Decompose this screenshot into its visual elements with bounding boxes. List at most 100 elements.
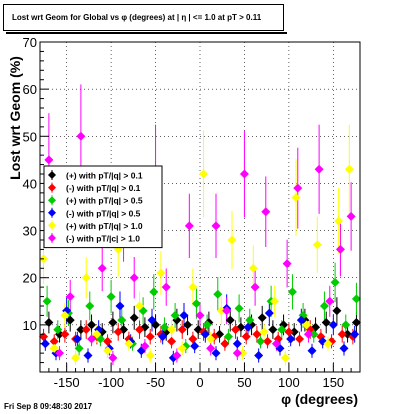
y-tick-label: 60 [23,82,37,97]
timestamp-footer: Fri Sep 8 09:48:30 2017 [4,402,93,411]
data-point [108,318,118,327]
data-point [351,294,361,304]
data-point [103,346,113,356]
data-point [202,320,212,330]
data-point [72,334,82,344]
data-point [282,259,292,269]
legend-marker [48,196,56,205]
data-point [325,296,335,306]
data-point [277,325,287,335]
data-point [234,303,244,313]
data-point [49,336,59,346]
data-point [243,322,253,332]
data-point [225,315,235,325]
data-point [87,320,97,330]
x-tick-label: -150 [54,375,80,390]
data-point [232,339,242,349]
data-point [42,296,52,306]
data-point [312,240,322,250]
data-point [81,325,91,335]
data-point [264,308,274,318]
data-point [179,310,189,320]
data-point [53,325,63,335]
data-point [55,348,65,358]
data-point [113,327,123,337]
data-point [302,320,312,330]
legend-box [43,165,163,249]
data-point [190,341,200,351]
data-point [177,325,187,335]
data-point [167,325,177,335]
data-point [227,235,237,245]
data-point [271,339,281,349]
legend-marker [48,208,56,217]
data-point [252,329,262,339]
data-point [85,301,95,311]
data-point [40,339,50,349]
data-point [65,315,75,325]
data-point [124,339,134,349]
data-point [74,343,84,353]
data-point [97,263,107,273]
data-point [49,343,59,353]
legend-entry-label: (+) with pT/|q| > 0.5 [66,196,143,206]
legend-entry-label: (-) with pT/|q| > 0.1 [66,183,141,193]
data-point [129,273,139,283]
data-point [245,315,255,325]
data-point [261,207,271,217]
data-point [255,336,265,346]
data-point [184,221,194,231]
data-point [284,327,294,337]
data-point [177,343,187,353]
data-point [335,244,345,254]
data-point [332,306,342,316]
data-point [257,313,267,323]
legend-marker [48,234,56,242]
title-box-shadow [6,32,287,34]
data-point [145,351,155,360]
data-point [158,332,168,342]
data-point [351,318,361,327]
y-tick-label: 20 [23,271,37,286]
data-point [330,277,340,287]
data-point [145,332,155,342]
y-tick-label: 70 [23,35,37,50]
y-tick-label: 40 [23,176,37,191]
title-box: Lost wrt Geom for Global vs φ (degrees) … [3,4,287,34]
data-point [291,193,301,203]
legend-marker [48,221,56,230]
legend-marker [48,183,56,192]
data-point [135,325,145,335]
data-point [263,336,273,346]
data-point [254,351,264,360]
data-point [334,216,344,226]
legend-entry-label: (+) with pT/|q| > 1.0 [66,221,143,231]
data-point [195,310,205,320]
data-point [211,348,221,358]
data-point [216,306,226,316]
data-point [206,334,216,344]
data-point [337,329,347,339]
data-point [135,301,145,311]
data-point [62,306,72,316]
data-point [60,329,70,339]
data-point [213,289,223,299]
data-point [339,343,349,353]
data-point [115,301,125,311]
data-point [156,268,166,278]
legend-entry-label: (+) with pT/|q| > 0.1 [66,171,143,181]
data-point [188,282,198,292]
data-point [309,329,319,339]
y-tick-label: 10 [23,318,37,333]
data-point [191,299,201,309]
legend-marker [48,171,56,179]
data-point [92,329,102,339]
data-point [344,164,354,174]
data-point [239,169,249,179]
data-point [87,334,97,344]
data-point [108,353,118,363]
data-point [307,346,317,356]
data-point [286,334,296,344]
data-point [106,292,116,302]
data-point [159,322,169,332]
